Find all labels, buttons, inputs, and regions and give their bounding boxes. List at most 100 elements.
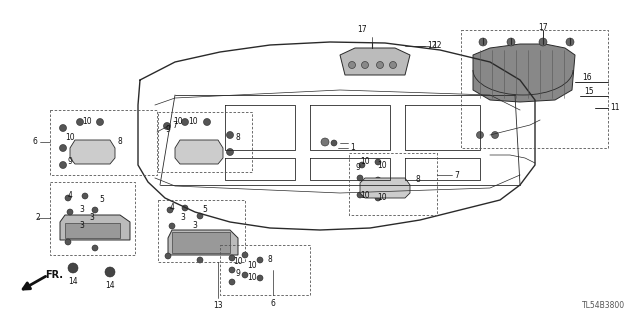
Text: 4: 4	[170, 204, 175, 212]
Circle shape	[242, 252, 248, 258]
Text: 10: 10	[377, 160, 387, 169]
Text: 1: 1	[350, 144, 355, 152]
Circle shape	[375, 195, 381, 201]
Polygon shape	[175, 140, 223, 164]
Text: 12: 12	[427, 41, 436, 50]
Circle shape	[67, 209, 73, 215]
Text: 14: 14	[105, 280, 115, 290]
Text: 9: 9	[236, 269, 241, 278]
Circle shape	[60, 124, 67, 131]
Circle shape	[375, 159, 381, 165]
Text: 2: 2	[36, 213, 40, 222]
Circle shape	[359, 162, 365, 168]
Text: 10: 10	[360, 190, 370, 199]
Text: 15: 15	[584, 87, 594, 97]
Text: 13: 13	[213, 300, 223, 309]
Text: 10: 10	[65, 133, 75, 143]
Text: 10: 10	[188, 117, 198, 127]
Text: 3: 3	[193, 221, 197, 231]
Polygon shape	[360, 178, 410, 198]
Circle shape	[242, 272, 248, 278]
Polygon shape	[70, 140, 115, 164]
Circle shape	[227, 131, 234, 138]
Circle shape	[182, 205, 188, 211]
Circle shape	[349, 62, 355, 69]
Text: 10: 10	[377, 194, 387, 203]
Text: 3: 3	[90, 213, 95, 222]
Circle shape	[321, 138, 329, 146]
Circle shape	[477, 131, 483, 138]
Text: 7: 7	[172, 121, 177, 130]
Text: 10: 10	[360, 158, 370, 167]
Text: 10: 10	[233, 257, 243, 266]
Text: 8: 8	[268, 256, 273, 264]
Text: 6: 6	[271, 299, 275, 308]
Polygon shape	[473, 44, 575, 102]
Polygon shape	[60, 215, 130, 240]
Text: TL54B3800: TL54B3800	[582, 301, 625, 310]
Circle shape	[169, 223, 175, 229]
Text: 17: 17	[538, 23, 548, 32]
Polygon shape	[172, 232, 230, 253]
Circle shape	[65, 195, 71, 201]
Text: 16: 16	[582, 73, 591, 83]
Circle shape	[163, 122, 170, 130]
Circle shape	[204, 118, 211, 125]
Text: 3: 3	[79, 221, 84, 231]
Polygon shape	[340, 48, 410, 75]
Circle shape	[479, 38, 487, 46]
Polygon shape	[168, 230, 238, 255]
Circle shape	[197, 213, 203, 219]
Text: 10: 10	[82, 117, 92, 127]
Circle shape	[82, 193, 88, 199]
Circle shape	[60, 161, 67, 168]
Circle shape	[362, 62, 369, 69]
Text: 6: 6	[33, 137, 37, 146]
Circle shape	[257, 257, 263, 263]
Text: 10: 10	[247, 261, 257, 270]
Text: 11: 11	[610, 103, 620, 113]
Circle shape	[60, 145, 67, 152]
Circle shape	[357, 192, 363, 198]
Circle shape	[68, 263, 78, 273]
Circle shape	[390, 62, 397, 69]
Circle shape	[167, 207, 173, 213]
Text: 10: 10	[247, 272, 257, 281]
Circle shape	[357, 175, 363, 181]
Circle shape	[65, 239, 71, 245]
Circle shape	[227, 149, 234, 155]
Circle shape	[197, 257, 203, 263]
Circle shape	[492, 131, 499, 138]
Circle shape	[105, 267, 115, 277]
Circle shape	[229, 267, 235, 273]
Text: 8: 8	[118, 137, 122, 146]
Text: 8: 8	[415, 175, 420, 184]
Text: 9: 9	[356, 164, 360, 173]
Text: 5: 5	[100, 196, 104, 204]
Circle shape	[97, 118, 104, 125]
Text: FR.: FR.	[45, 270, 63, 280]
Circle shape	[77, 118, 83, 125]
Text: 8: 8	[236, 133, 241, 143]
Text: 3: 3	[180, 213, 186, 222]
Circle shape	[229, 255, 235, 261]
Circle shape	[165, 253, 171, 259]
Text: 12: 12	[432, 41, 442, 50]
Circle shape	[507, 38, 515, 46]
Circle shape	[92, 207, 98, 213]
Text: 9: 9	[166, 125, 170, 135]
Circle shape	[92, 245, 98, 251]
Text: 10: 10	[173, 117, 183, 127]
Circle shape	[331, 140, 337, 146]
Circle shape	[257, 275, 263, 281]
Text: 14: 14	[68, 278, 78, 286]
Text: 4: 4	[68, 191, 72, 201]
Circle shape	[539, 38, 547, 46]
Circle shape	[375, 177, 381, 183]
Circle shape	[566, 38, 574, 46]
Circle shape	[229, 279, 235, 285]
Polygon shape	[65, 223, 120, 238]
Text: 5: 5	[203, 205, 207, 214]
Text: 17: 17	[357, 26, 367, 34]
Circle shape	[182, 118, 189, 125]
